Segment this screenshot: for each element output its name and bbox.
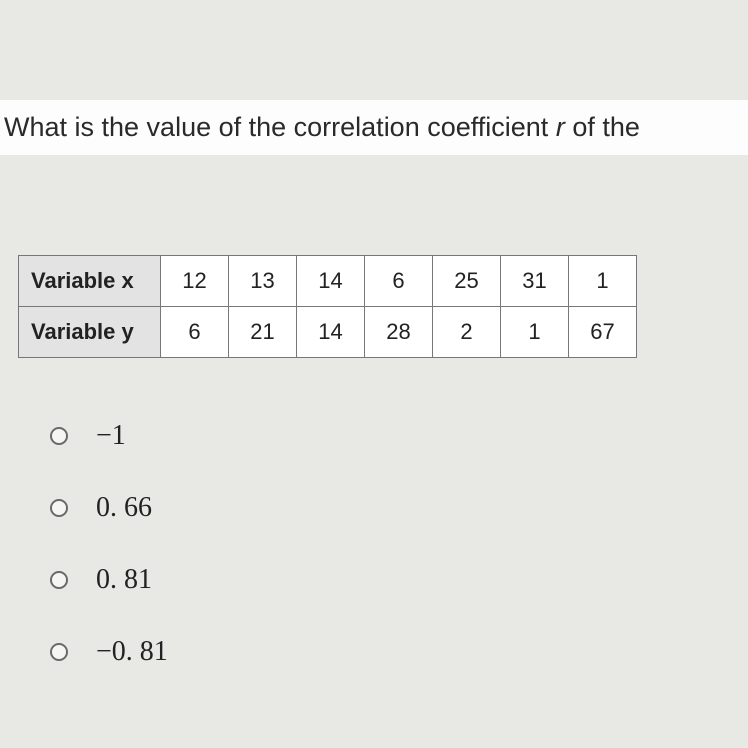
question-variable: r	[556, 112, 565, 142]
row-header-x: Variable x	[19, 256, 161, 307]
table-cell: 14	[297, 256, 365, 307]
option-b[interactable]: 0. 66	[50, 492, 168, 524]
option-d[interactable]: −0. 81	[50, 636, 168, 668]
radio-icon	[50, 571, 68, 589]
question-text: What is the value of the correlation coe…	[0, 100, 748, 155]
table-cell: 6	[161, 307, 229, 358]
option-a[interactable]: −1	[50, 420, 168, 452]
option-label: 0. 81	[96, 564, 152, 596]
option-c[interactable]: 0. 81	[50, 564, 168, 596]
table-cell: 13	[229, 256, 297, 307]
table-cell: 28	[365, 307, 433, 358]
table-row: Variable y 6 21 14 28 2 1 67	[19, 307, 637, 358]
option-label: 0. 66	[96, 492, 152, 524]
radio-icon	[50, 427, 68, 445]
page: What is the value of the correlation coe…	[0, 0, 748, 748]
data-table-wrap: Variable x 12 13 14 6 25 31 1 Variable y…	[18, 255, 637, 358]
option-label: −0. 81	[96, 636, 168, 668]
question-suffix: of the	[565, 112, 640, 142]
radio-icon	[50, 643, 68, 661]
row-header-y: Variable y	[19, 307, 161, 358]
table-cell: 6	[365, 256, 433, 307]
table-cell: 14	[297, 307, 365, 358]
question-prefix: What is the value of the correlation coe…	[4, 112, 556, 142]
radio-icon	[50, 499, 68, 517]
option-label: −1	[96, 420, 126, 452]
answer-options: −1 0. 66 0. 81 −0. 81	[50, 420, 168, 708]
table-cell: 2	[433, 307, 501, 358]
data-table: Variable x 12 13 14 6 25 31 1 Variable y…	[18, 255, 637, 358]
table-cell: 1	[501, 307, 569, 358]
table-cell: 31	[501, 256, 569, 307]
table-cell: 67	[569, 307, 637, 358]
table-row: Variable x 12 13 14 6 25 31 1	[19, 256, 637, 307]
table-cell: 25	[433, 256, 501, 307]
table-cell: 12	[161, 256, 229, 307]
table-cell: 1	[569, 256, 637, 307]
table-cell: 21	[229, 307, 297, 358]
